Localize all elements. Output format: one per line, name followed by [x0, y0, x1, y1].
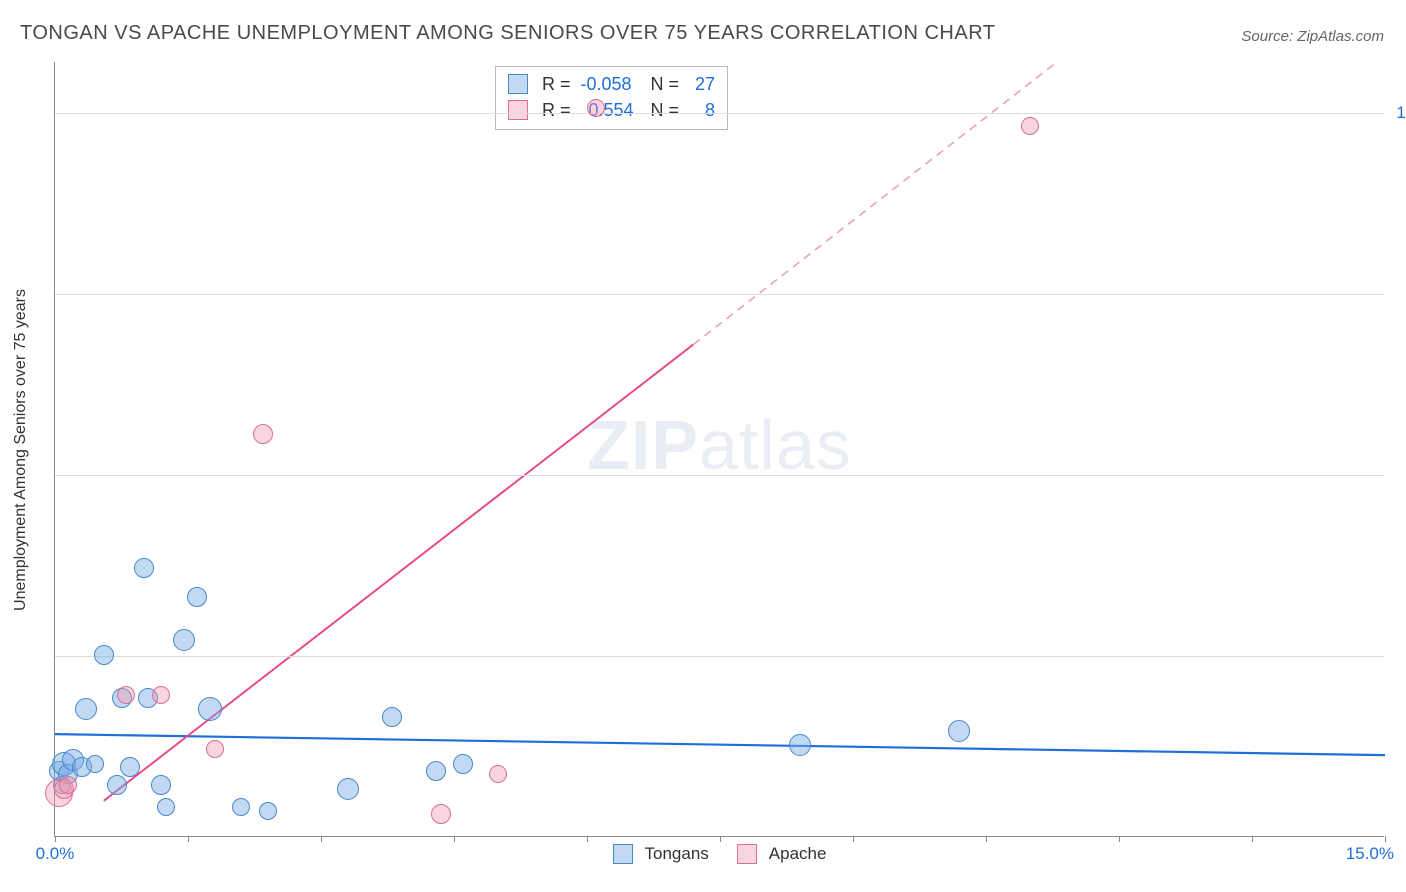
trend-line [104, 344, 694, 800]
x-tick [853, 836, 854, 842]
trend-line [55, 734, 1385, 755]
tongans-point [120, 757, 140, 777]
tongans-point [157, 798, 175, 816]
tongans-point [134, 558, 154, 578]
r-value-tongans: -0.058 [581, 71, 641, 97]
tongans-point [382, 707, 402, 727]
series-legend: Tongans Apache [613, 844, 827, 864]
apache-point [489, 765, 507, 783]
x-tick [55, 836, 56, 842]
tongans-point [86, 755, 104, 773]
tongans-point [75, 698, 97, 720]
correlation-stats-box: R = -0.058 N = 27 R = 0.554 N = 8 [495, 66, 728, 130]
legend-label-tongans: Tongans [645, 844, 709, 864]
apache-point [1021, 117, 1039, 135]
x-tick [720, 836, 721, 842]
apache-point [59, 776, 77, 794]
apache-point [206, 740, 224, 758]
apache-point [253, 424, 273, 444]
swatch-apache [508, 100, 528, 120]
tongans-point [789, 734, 811, 756]
watermark-rest: atlas [699, 406, 852, 484]
tongans-point [948, 720, 970, 742]
stats-row-apache: R = 0.554 N = 8 [508, 97, 715, 123]
y-tick-label: 50.0% [1394, 465, 1406, 485]
tongans-point [259, 802, 277, 820]
r-label: R = [542, 97, 571, 123]
x-tick [321, 836, 322, 842]
tongans-point [173, 629, 195, 651]
source-attribution: Source: ZipAtlas.com [1241, 28, 1384, 45]
tongans-point [426, 761, 446, 781]
tongans-point [107, 775, 127, 795]
x-tick [587, 836, 588, 842]
apache-point [152, 686, 170, 704]
x-tick [986, 836, 987, 842]
trend-line [693, 62, 1057, 344]
tongans-point [337, 778, 359, 800]
swatch-tongans [613, 844, 633, 864]
tongans-point [151, 775, 171, 795]
legend-item-apache: Apache [737, 844, 827, 864]
y-tick-label: 25.0% [1394, 646, 1406, 666]
watermark-bold: ZIP [587, 406, 699, 484]
y-tick-label: 100.0% [1394, 103, 1406, 123]
swatch-tongans [508, 74, 528, 94]
tongans-point [198, 697, 222, 721]
source-prefix: Source: [1241, 28, 1293, 45]
tongans-point [453, 754, 473, 774]
swatch-apache [737, 844, 757, 864]
tongans-point [94, 645, 114, 665]
x-tick-label: 0.0% [36, 844, 75, 864]
legend-label-apache: Apache [769, 844, 827, 864]
x-tick [1119, 836, 1120, 842]
x-tick-label: 15.0% [1334, 844, 1394, 864]
n-label: N = [651, 71, 680, 97]
x-tick [454, 836, 455, 842]
stats-row-tongans: R = -0.058 N = 27 [508, 71, 715, 97]
gridline [55, 113, 1384, 114]
gridline [55, 475, 1384, 476]
chart-title: TONGAN VS APACHE UNEMPLOYMENT AMONG SENI… [20, 22, 996, 45]
x-tick [1385, 836, 1386, 842]
gridline [55, 294, 1384, 295]
tongans-point [187, 587, 207, 607]
apache-point [117, 686, 135, 704]
legend-item-tongans: Tongans [613, 844, 709, 864]
r-label: R = [542, 71, 571, 97]
trend-lines-layer [55, 62, 1384, 836]
y-axis-label: Unemployment Among Seniors over 75 years [12, 289, 30, 611]
watermark: ZIPatlas [587, 405, 852, 485]
tongans-point [232, 798, 250, 816]
x-tick [1252, 836, 1253, 842]
y-tick-label: 75.0% [1394, 284, 1406, 304]
source-name: ZipAtlas.com [1297, 28, 1384, 45]
n-value-tongans: 27 [689, 71, 715, 97]
apache-point [431, 804, 451, 824]
n-value-apache: 8 [689, 97, 715, 123]
x-tick [188, 836, 189, 842]
scatter-plot-area: ZIPatlas R = -0.058 N = 27 R = 0.554 N =… [54, 62, 1384, 837]
n-label: N = [651, 97, 680, 123]
apache-point [587, 99, 605, 117]
gridline [55, 656, 1384, 657]
